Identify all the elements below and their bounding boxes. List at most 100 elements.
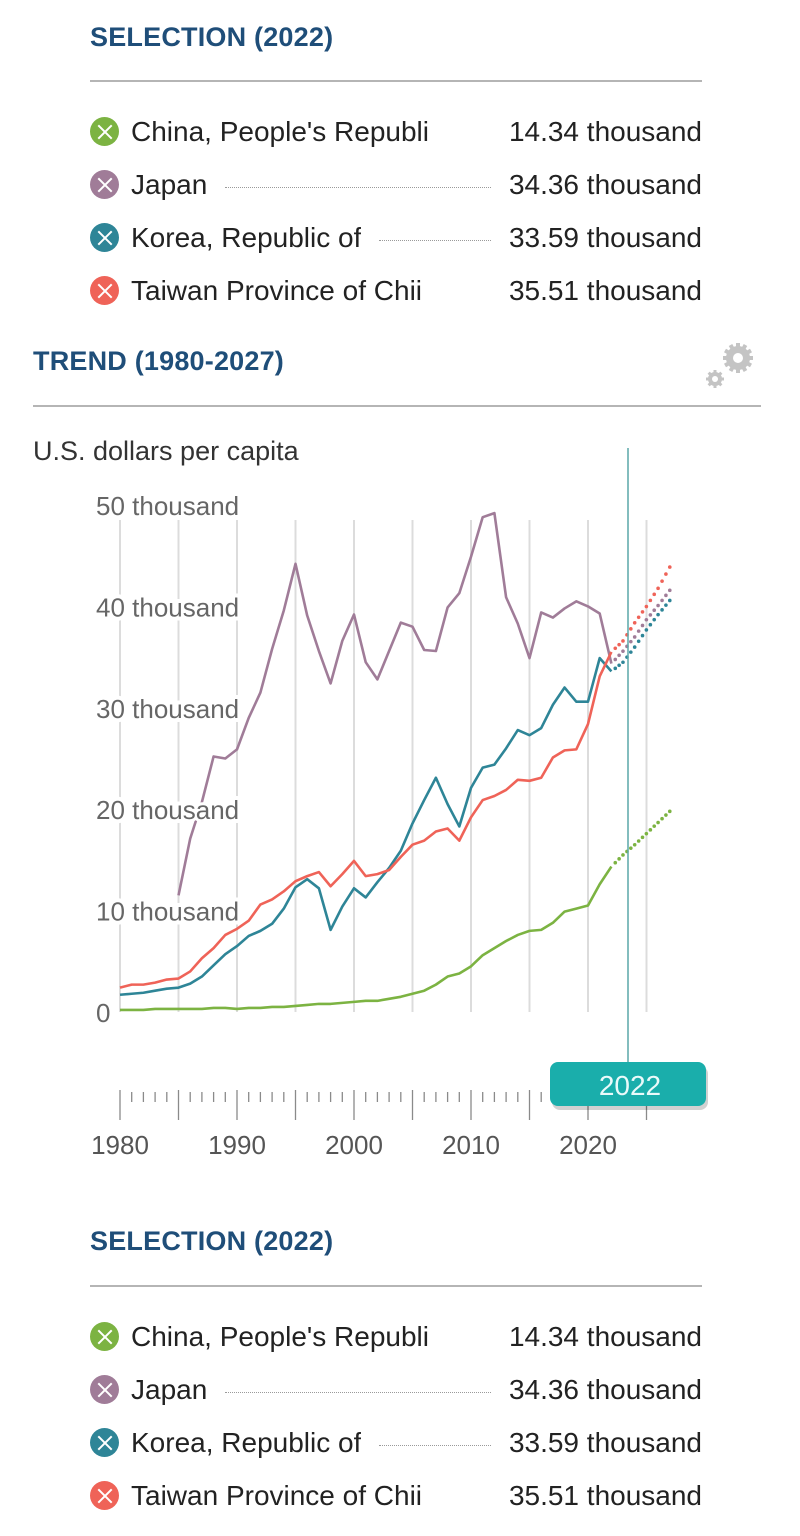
projection-dot [629,846,633,850]
country-name: Taiwan Province of Chii [131,274,423,306]
country-name: China, People's Republi [131,115,429,147]
trend-divider [33,405,761,407]
projection-dot [644,617,649,622]
y-tick-label: 50 thousand [96,491,239,521]
selection-item: Korea, Republic of 33.59 thousand [90,1416,702,1469]
projection-dot [667,809,672,814]
projection-dot [636,639,641,644]
country-value: 33.59 thousand [508,1426,702,1458]
projection-dot [617,857,621,861]
projection-dot [660,608,664,612]
gear-small-icon [706,370,724,388]
x-tick-label: 2000 [325,1130,383,1160]
x-tick-label: 1980 [91,1130,149,1160]
projection-dot [667,588,672,593]
series-line-3[interactable] [119,651,613,989]
country-name: Taiwan Province of Chii [131,1479,423,1511]
trend-chart[interactable]: 0 10 thousand 20 thousand 30 thousand 40 tho… [0,0,800,1180]
y-tick-label: 40 thousand [96,592,239,622]
y-tick-label-overlay: 20 thousand [96,795,239,825]
projection-dot [636,629,641,633]
projection-dot [652,592,657,597]
selection-title-bottom: SELECTION (2022) [90,1226,334,1256]
y-axis-title: U.S. dollars per capita [33,436,299,466]
country-value: 34.36 thousand [508,168,702,200]
projection-dot [640,610,645,614]
projection-dot [660,598,664,603]
projection-dot [648,598,653,603]
selection-item: China, People's Republi 14.34 thousand [90,1310,702,1363]
projection-dot [621,853,625,857]
y-tick-label-overlay: 30 thousand [96,694,239,724]
projection-dot [652,617,657,622]
remove-country-icon[interactable] [90,170,119,199]
projection-dot [632,621,637,625]
remove-country-icon[interactable] [90,1481,119,1510]
country-value: 34.36 thousand [508,1373,702,1405]
year-slider-handle[interactable] [550,1062,706,1106]
projection-dot [652,824,657,828]
series-line-0[interactable] [120,865,613,1012]
projection-dot [632,645,637,649]
remove-country-icon[interactable] [90,1322,119,1351]
projection-dot [664,572,668,576]
projection-dot [656,603,660,608]
projection-dot [613,657,618,662]
projection-dot [632,635,637,639]
country-value: 35.51 thousand [508,274,702,306]
selection-divider-top [90,80,702,82]
leader-dots [379,1445,491,1446]
projection-dot [617,653,621,658]
y-tick-label-overlay: 50 thousand [96,491,239,521]
projection-dot [629,650,633,654]
y-tick-label: 10 thousand [96,897,239,927]
projection-dot [644,604,649,609]
selection-item: China, People's Republi 14.34 thousand [90,105,702,158]
trend-title: TREND (1980-2027) [33,346,285,376]
projection-dot [621,639,625,643]
country-name: Japan [131,1373,208,1405]
projection-dot [656,586,660,591]
series-line-1[interactable] [177,511,613,896]
series-line-2[interactable] [119,656,613,997]
projection-dot [636,615,641,620]
country-name: China, People's Republi [131,1320,429,1352]
projection-dot [640,623,645,628]
y-tick-label-overlay: 10 thousand [96,897,239,927]
remove-country-icon[interactable] [90,1428,119,1457]
settings-gear-icon[interactable] [702,338,760,394]
leader-dots [225,187,491,188]
projection-dot [629,639,633,644]
selection-item: Taiwan Province of Chii 35.51 thousand [90,264,702,317]
y-tick-label-overlay: 0 [96,998,110,1028]
projection-dot [613,860,618,865]
projection-dot [617,663,621,668]
projection-dot [660,816,664,821]
projection-dot [613,666,618,671]
projection-dot [664,813,668,817]
selection-item: Japan 34.36 thousand [90,1363,702,1416]
projection-dot [667,598,672,603]
projection-dot [629,627,633,631]
projection-dot [617,642,621,647]
remove-country-icon[interactable] [90,223,119,252]
remove-country-icon[interactable] [90,117,119,146]
selected-year-label[interactable]: 2022 [599,1070,661,1101]
projection-dot [652,608,657,613]
country-value: 33.59 thousand [508,221,702,253]
projection-dot [644,628,649,632]
projection-dot [644,831,649,836]
projection-dot [640,633,645,638]
country-value: 14.34 thousand [508,115,702,147]
selection-list-top: China, People's Republi 14.34 thousand Jap… [90,105,702,317]
country-value: 14.34 thousand [508,1320,702,1352]
projection-dot [648,613,653,617]
projection-dot [656,612,660,617]
x-tick-label: 2010 [442,1130,500,1160]
remove-country-icon[interactable] [90,276,119,305]
projection-dot [640,835,645,840]
remove-country-icon[interactable] [90,1375,119,1404]
x-tick-label: 1990 [208,1130,266,1160]
y-tick-label: 30 thousand [96,694,239,724]
leader-dots [225,1392,491,1393]
